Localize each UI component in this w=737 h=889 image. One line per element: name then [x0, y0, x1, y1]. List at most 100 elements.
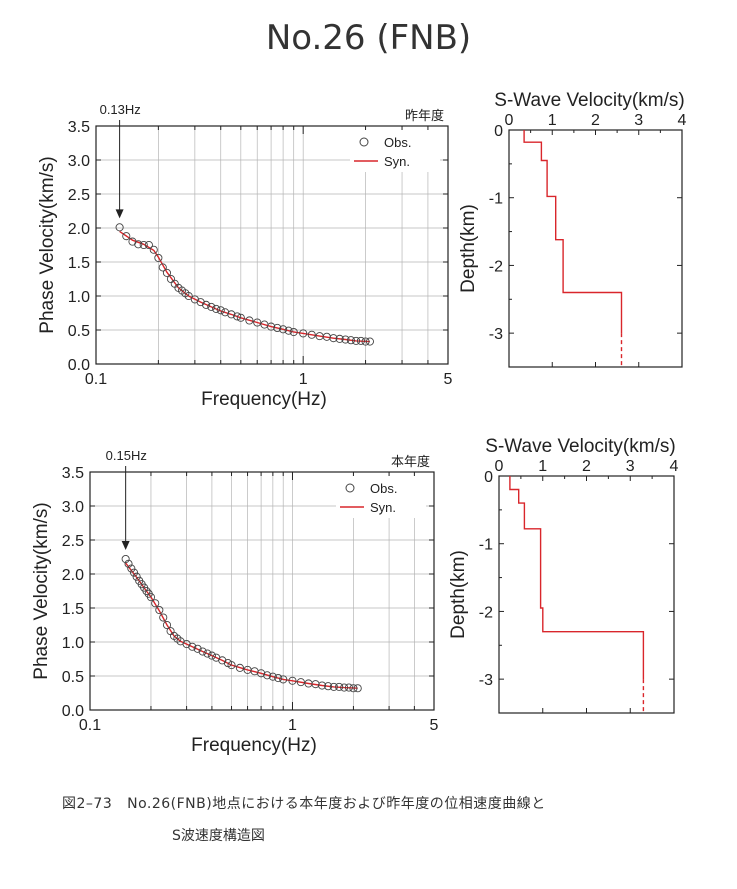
obs-point — [132, 572, 141, 581]
x-tick-label: 5 — [444, 371, 453, 388]
x-tick-label: 1 — [288, 717, 297, 734]
panel-year-label: 昨年度 — [405, 108, 444, 123]
obs-point — [341, 335, 350, 344]
obs-point — [273, 323, 282, 333]
y-tick-label: -3 — [479, 672, 493, 689]
legend-obs-label: Obs. — [370, 481, 397, 496]
velocity-profile-2 — [498, 475, 675, 714]
legend-syn-label: Syn. — [384, 154, 410, 169]
y-tick-label: 3.0 — [62, 499, 84, 516]
obs-point — [361, 337, 370, 346]
y-tick-label: 1.5 — [62, 601, 84, 618]
y-tick-label: 0 — [484, 469, 493, 486]
y-axis-label: Phase Velocity(km/s) — [37, 156, 58, 333]
x-tick-label: 0.1 — [79, 717, 101, 734]
obs-point — [349, 684, 358, 693]
obs-point — [324, 682, 333, 691]
obs-point — [253, 318, 262, 327]
velocity-step-line — [523, 130, 623, 334]
obs-point — [268, 672, 277, 681]
y-tick-label: 2.0 — [68, 221, 90, 238]
y-tick-label: -1 — [489, 191, 503, 208]
obs-point — [288, 676, 297, 685]
obs-point — [198, 647, 207, 656]
obs-point — [162, 268, 171, 277]
obs-point — [216, 306, 225, 315]
y-axis-label: Depth(km) — [458, 204, 479, 293]
y-axis-label: Depth(km) — [448, 550, 469, 639]
velocity-step-line — [509, 476, 645, 680]
profile-title: S-Wave Velocity(km/s) — [485, 436, 675, 457]
obs-point — [353, 684, 362, 693]
obs-point — [146, 593, 156, 602]
obs-point — [188, 642, 197, 651]
obs-point — [296, 678, 305, 687]
annotation-arrow-head — [121, 541, 130, 551]
obs-point — [158, 263, 167, 272]
obs-point — [263, 671, 272, 680]
obs-point — [115, 223, 124, 232]
obs-point — [365, 337, 374, 346]
obs-point — [274, 673, 283, 683]
dispersion-chart-2 — [89, 466, 435, 711]
legend-syn-label: Syn. — [370, 500, 396, 515]
obs-point — [344, 683, 353, 692]
obs-point — [124, 559, 133, 568]
x-tick-label: 1 — [538, 458, 547, 475]
x-tick-label: 0.1 — [85, 371, 107, 388]
obs-point — [159, 613, 168, 622]
obs-point — [245, 316, 254, 325]
obs-point — [139, 240, 148, 250]
figure-caption-line2: S波速度構造図 — [172, 828, 265, 844]
plot-frame — [89, 471, 435, 711]
legend-box — [336, 476, 426, 518]
obs-point — [184, 291, 193, 301]
obs-point — [257, 669, 266, 678]
obs-point — [134, 240, 143, 249]
obs-point — [267, 322, 276, 331]
obs-point — [207, 302, 216, 311]
legend-obs-marker — [345, 483, 355, 493]
frequency-annotation: 0.15Hz — [106, 448, 147, 463]
obs-point — [207, 651, 216, 660]
figure-caption-label: 図2–73 — [62, 796, 113, 812]
velocity-profile-1 — [508, 129, 683, 368]
y-tick-label: -2 — [489, 258, 503, 275]
figure-caption-text: No.26(FNB)地点における本年度および昨年度の位相速度曲線と — [127, 796, 546, 812]
y-tick-label: 2.5 — [62, 533, 84, 550]
frequency-annotation: 0.13Hz — [100, 102, 141, 117]
obs-point — [162, 620, 172, 630]
obs-point — [335, 682, 344, 691]
obs-point — [307, 330, 316, 339]
obs-point — [121, 554, 130, 564]
obs-point — [235, 663, 244, 672]
obs-point — [279, 675, 288, 684]
obs-point — [202, 300, 211, 309]
y-tick-label: 1.0 — [62, 635, 84, 652]
obs-point — [144, 240, 153, 250]
legend-box — [350, 130, 440, 172]
obs-point — [142, 586, 151, 596]
obs-point — [227, 661, 236, 670]
y-tick-label: 0.5 — [68, 323, 90, 340]
x-axis-label: Frequency(Hz) — [191, 735, 317, 756]
obs-point — [221, 308, 230, 317]
y-tick-label: 0.0 — [68, 357, 90, 374]
y-tick-label: 2.5 — [68, 187, 90, 204]
obs-point — [155, 605, 164, 615]
x-axis-label: Frequency(Hz) — [201, 389, 327, 410]
y-axis-label: Phase Velocity(km/s) — [31, 502, 52, 679]
obs-point — [352, 336, 361, 345]
y-tick-label: 3.0 — [68, 153, 90, 170]
obs-point — [289, 327, 298, 337]
profile-title: S-Wave Velocity(km/s) — [494, 90, 684, 111]
obs-point — [227, 310, 236, 319]
plot-frame — [508, 129, 683, 368]
obs-point — [203, 649, 212, 658]
y-tick-label: 1.5 — [68, 255, 90, 272]
x-tick-label: 0 — [495, 458, 504, 475]
y-tick-label: 0 — [494, 123, 503, 140]
obs-point — [127, 564, 136, 573]
syn-series-line — [125, 562, 358, 689]
